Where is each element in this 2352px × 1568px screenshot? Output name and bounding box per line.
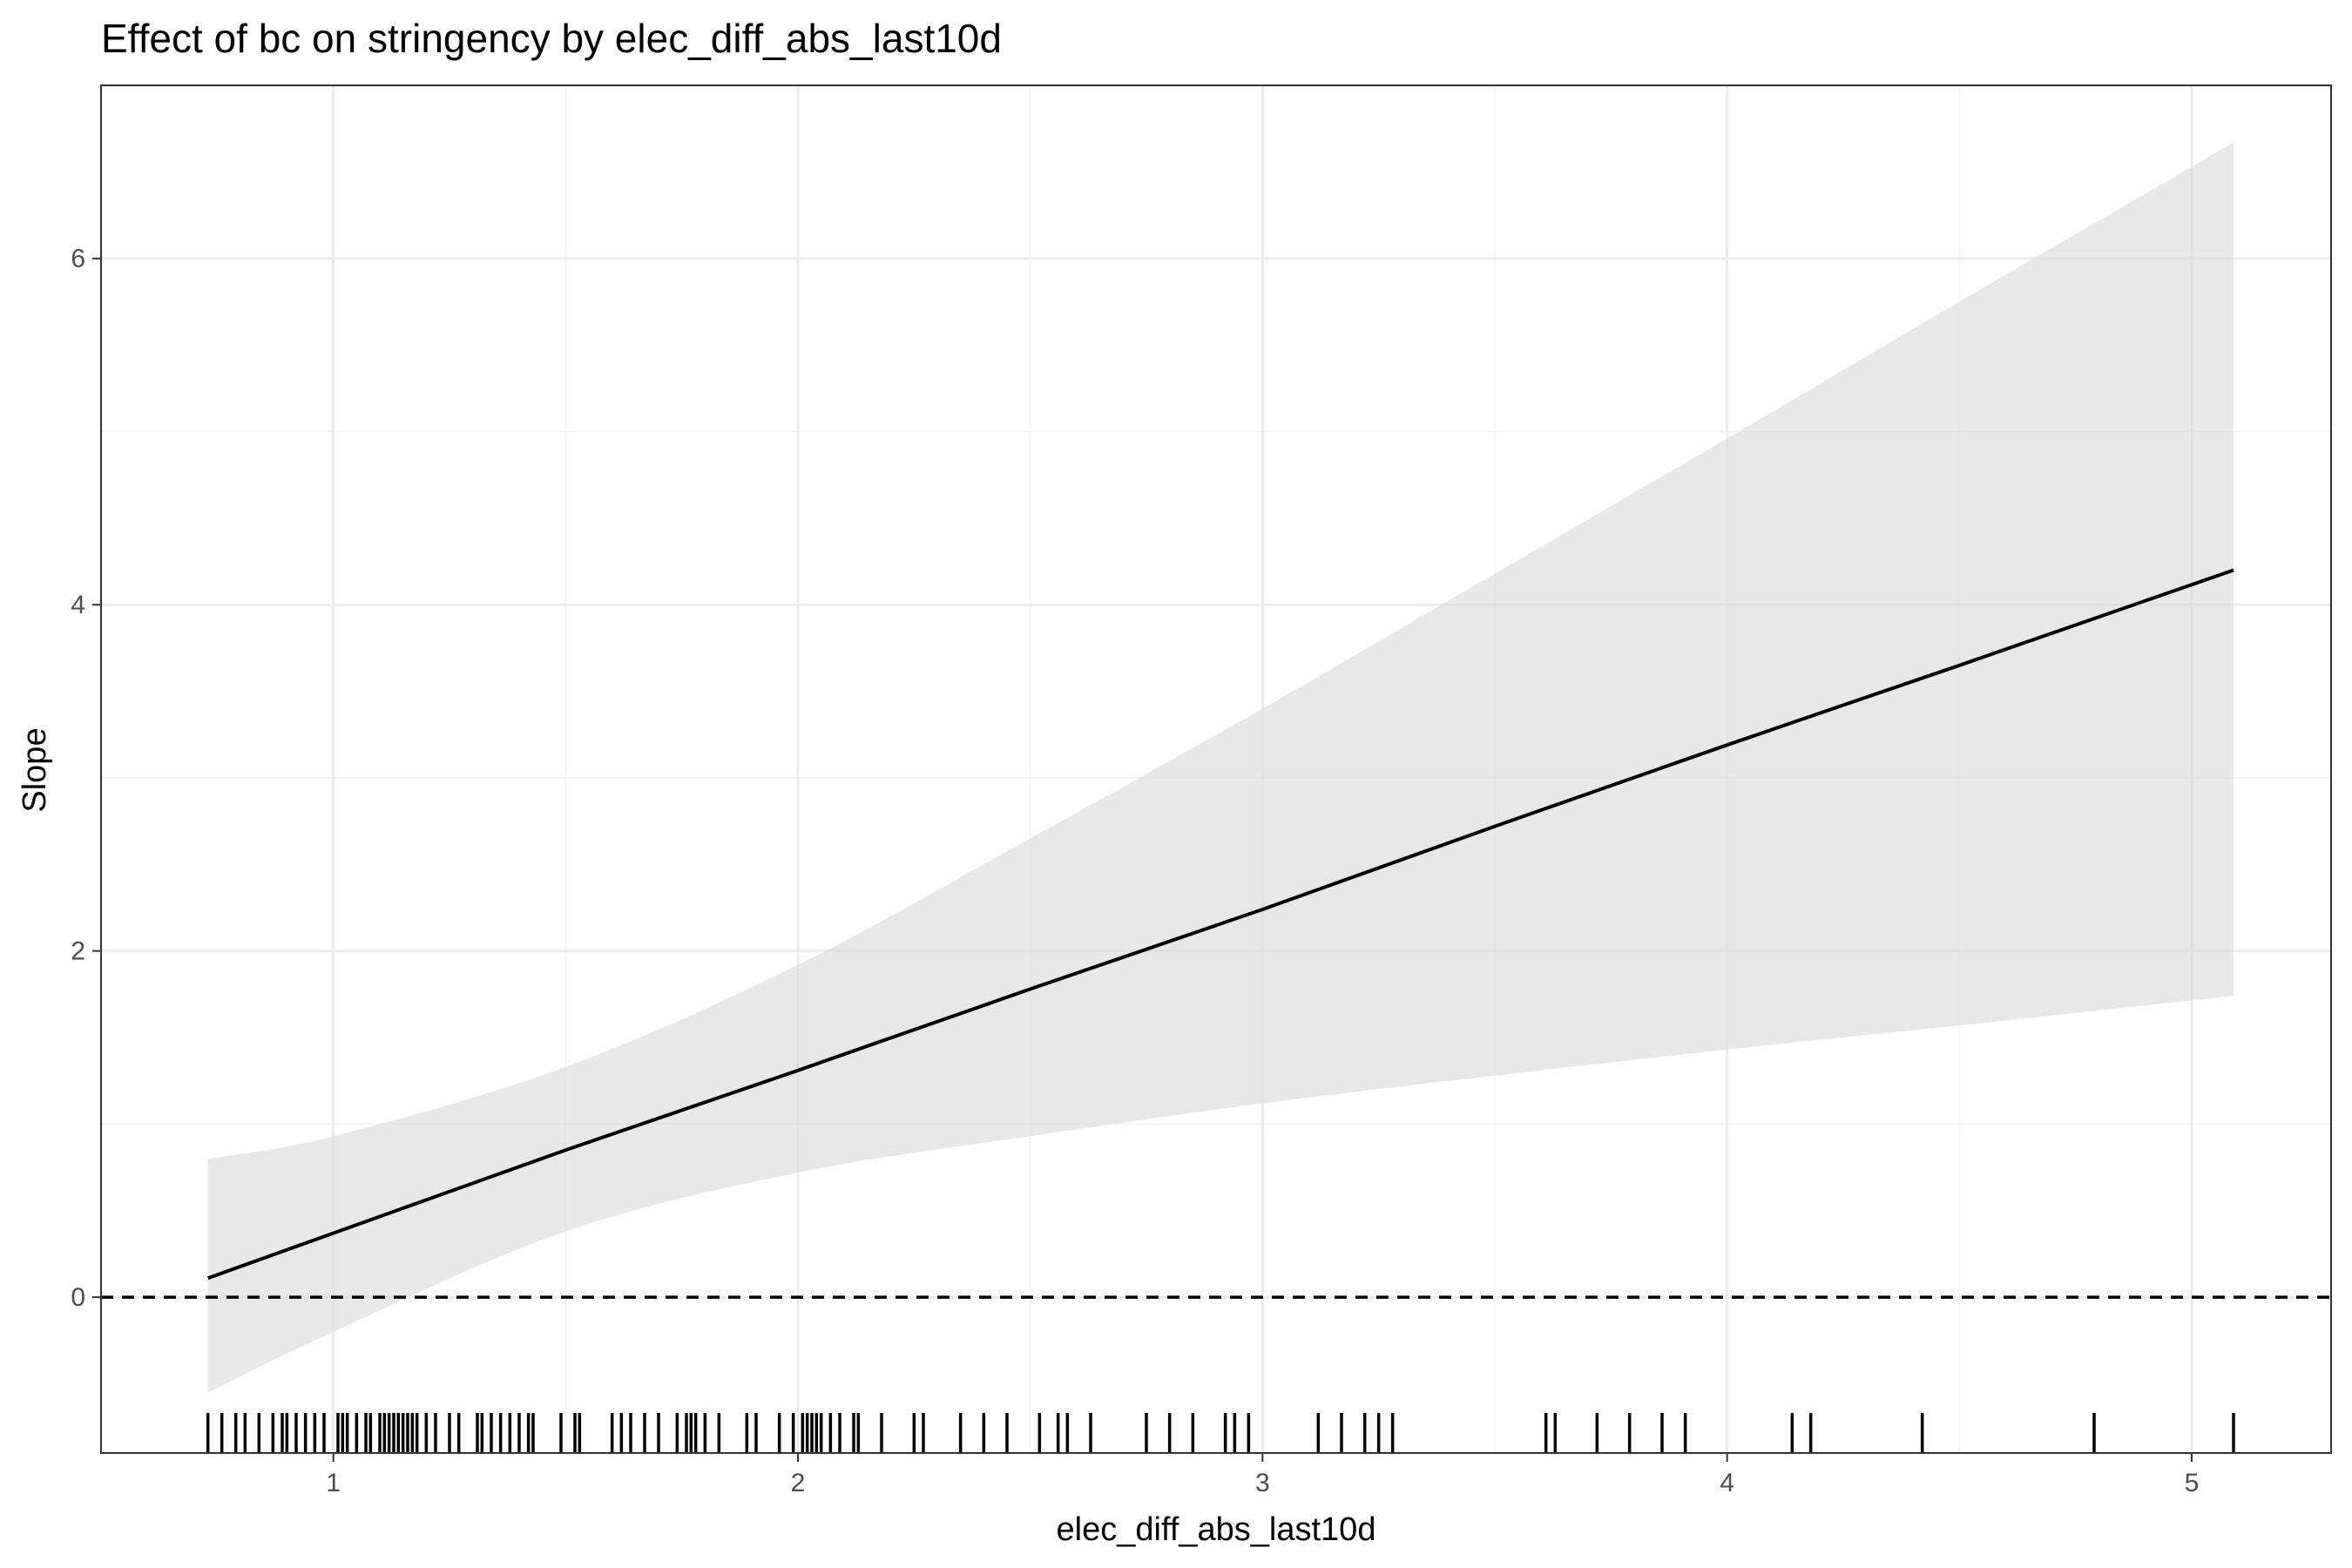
rug-marks bbox=[206, 1413, 2235, 1453]
x-tick-label: 4 bbox=[1720, 1469, 1734, 1497]
chart-title: Effect of bc on stringency by elec_diff_… bbox=[101, 16, 1002, 61]
y-tick-label: 0 bbox=[71, 1283, 85, 1312]
panel-border bbox=[100, 84, 2332, 1454]
slope-line bbox=[207, 568, 2234, 1281]
confidence-ribbon bbox=[207, 142, 2234, 1393]
x-tick-label: 5 bbox=[2185, 1469, 2200, 1497]
y-tick-label: 2 bbox=[71, 937, 85, 966]
x-tick-label: 2 bbox=[791, 1469, 806, 1497]
x-tick-label: 3 bbox=[1255, 1469, 1270, 1497]
plot-panel bbox=[100, 84, 2332, 1454]
x-axis-label: elec_diff_abs_last10d bbox=[1057, 1511, 1376, 1548]
y-axis-label: Slope bbox=[17, 727, 53, 812]
x-tick-label: 1 bbox=[326, 1469, 341, 1497]
y-tick-label: 4 bbox=[71, 591, 85, 619]
y-tick-label: 6 bbox=[71, 245, 85, 274]
x-axis-ticks: 1 2 3 4 5 bbox=[326, 1453, 2199, 1497]
y-axis-ticks: 0 2 4 6 bbox=[71, 245, 101, 1312]
